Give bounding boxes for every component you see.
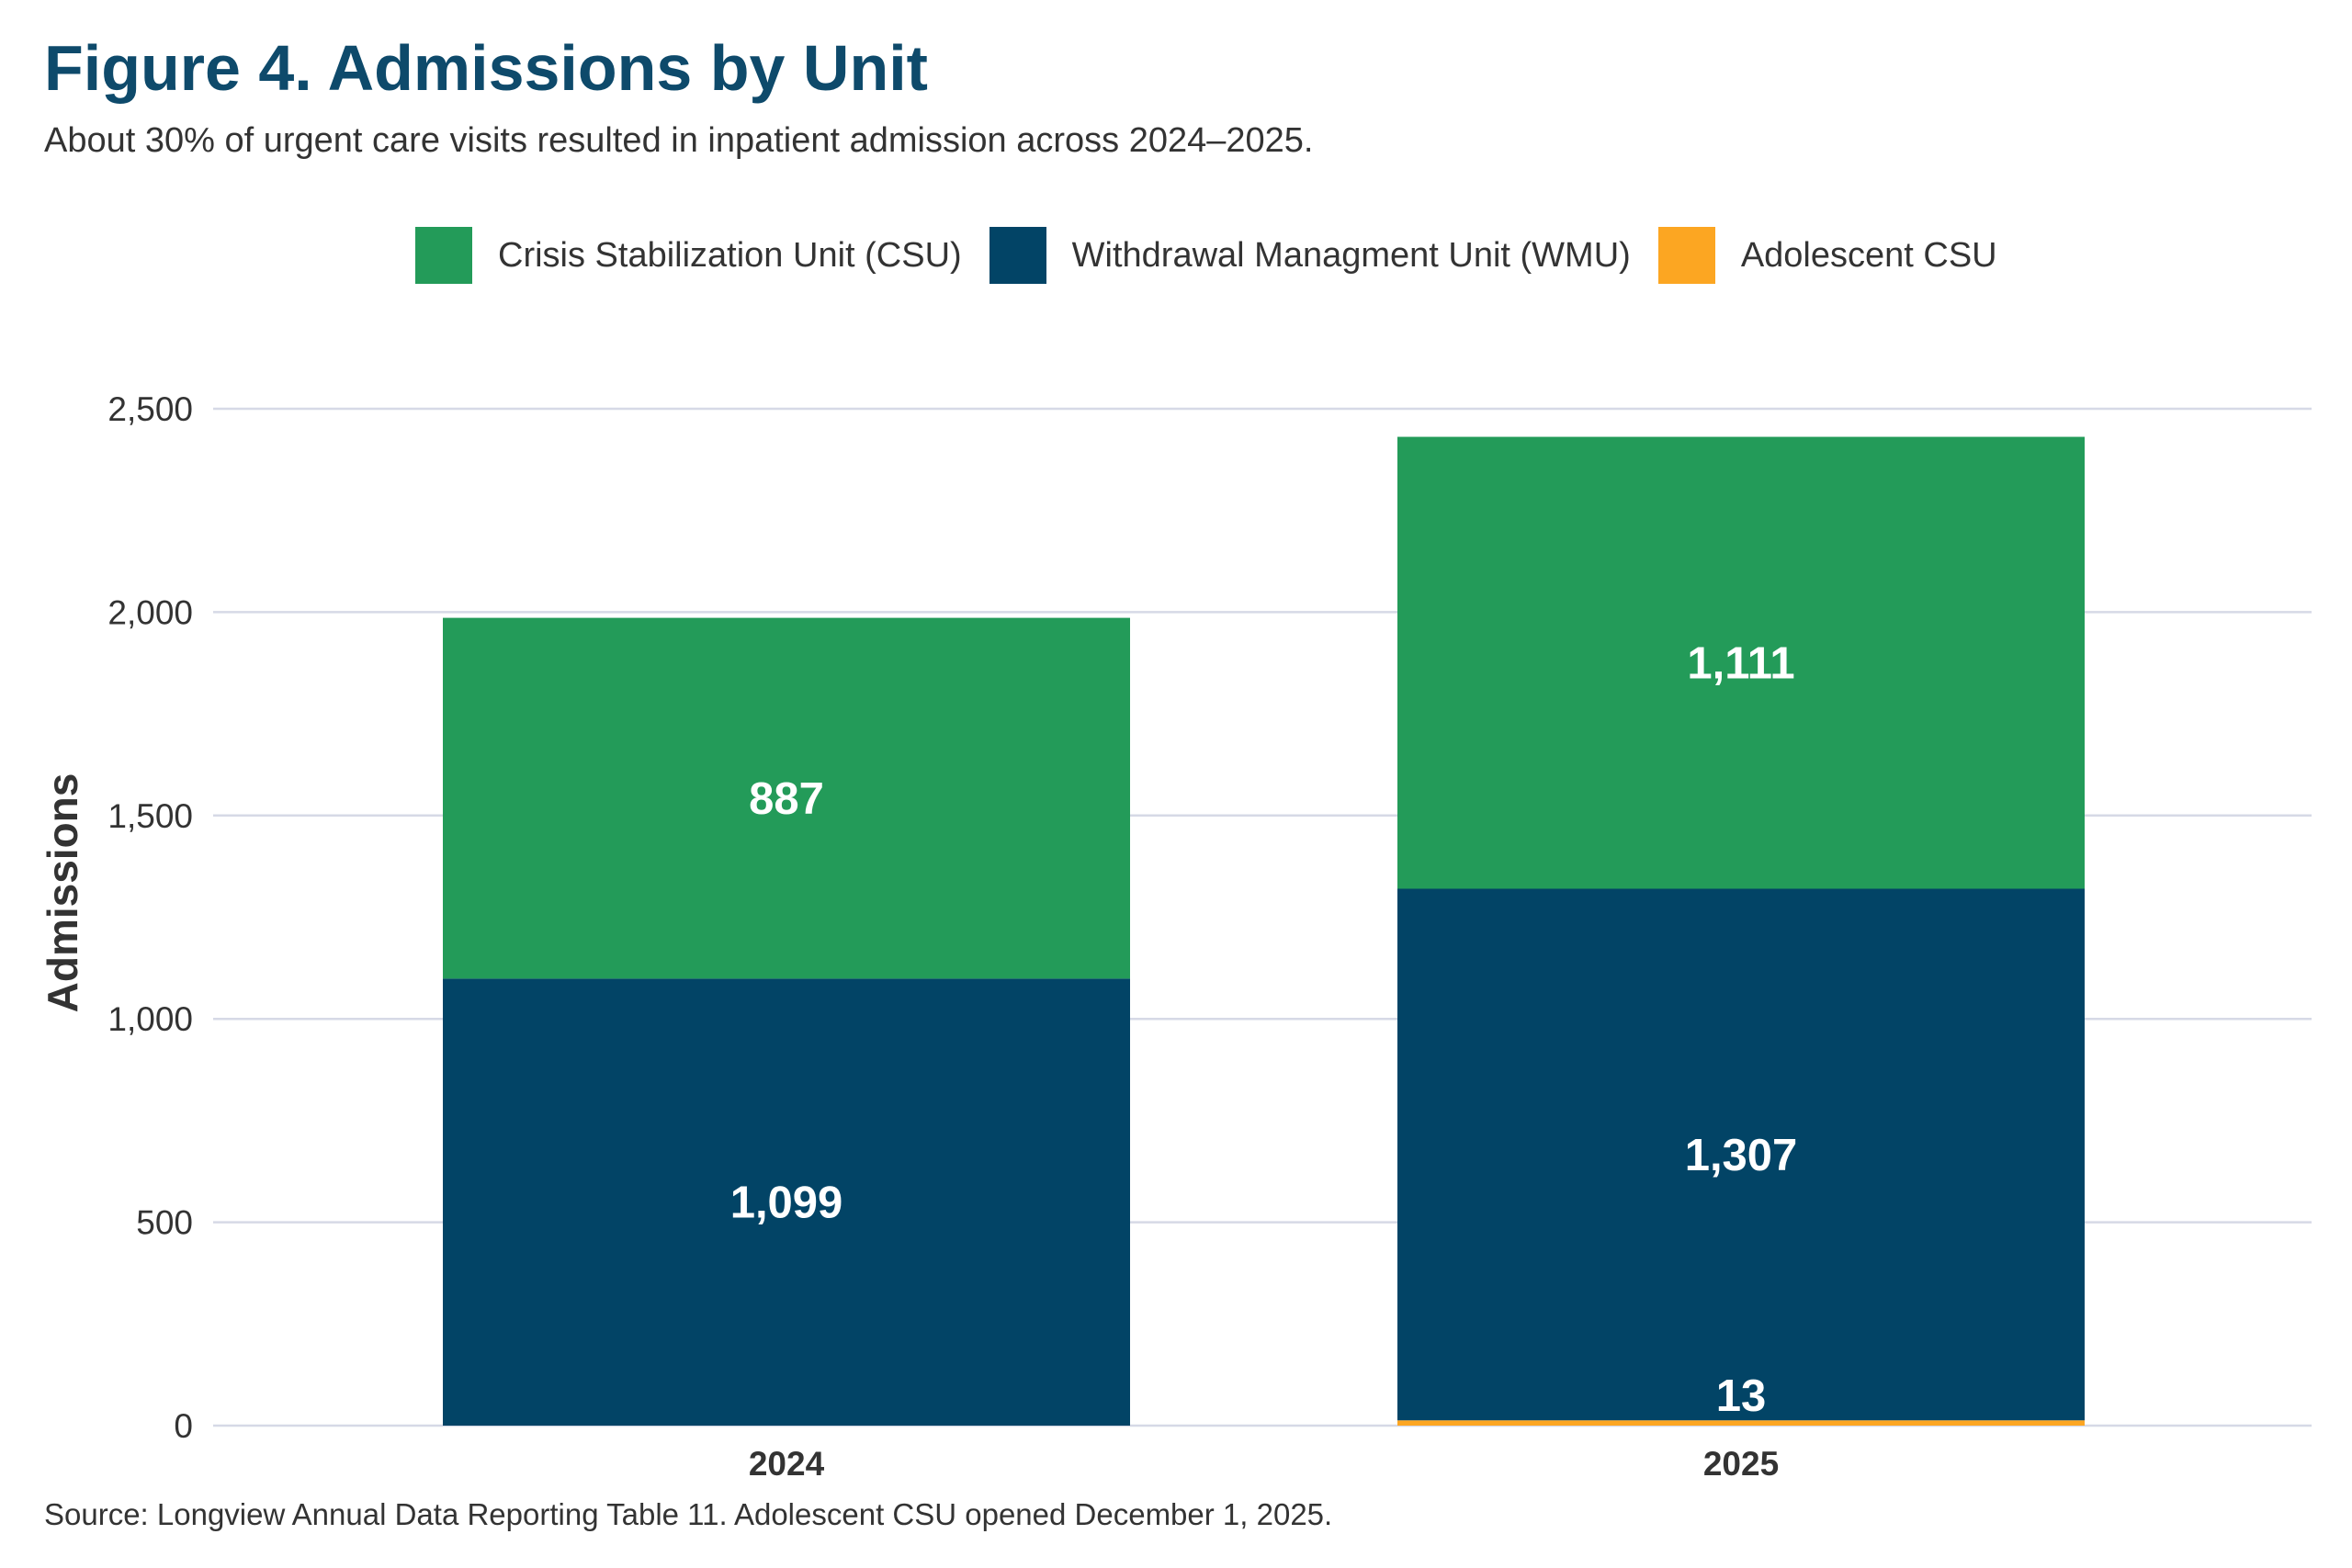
y-tick-label: 0: [174, 1407, 193, 1445]
bar-value-label: 1,111: [1687, 639, 1794, 689]
chart-legend: Crisis Stabilization Unit (CSU) Withdraw…: [415, 226, 2025, 285]
bar-2024-csu: [443, 617, 1130, 979]
legend-item-csu: Crisis Stabilization Unit (CSU): [415, 227, 962, 284]
bar-value-label: 1,307: [1685, 1131, 1798, 1180]
bar-value-label: 887: [749, 774, 824, 824]
source-note: Source: Longview Annual Data Reporting T…: [44, 1497, 1333, 1531]
y-tick-label: 2,000: [107, 593, 193, 631]
legend-label-adolescent-csu: Adolescent CSU: [1740, 235, 1997, 275]
stacked-bar-chart: 0 500 1,000 1,500 2,000 2,500 1,099 887 13 1,307…: [39, 390, 2312, 1483]
bar-2025-adolescent-csu: [1397, 1420, 2085, 1426]
y-axis-title: Admissions: [39, 773, 86, 1013]
chart-subtitle: About 30% of urgent care visits resulted…: [44, 121, 1314, 160]
x-tick-label: 2025: [1703, 1445, 1779, 1483]
chart-title: Figure 4. Admissions by Unit: [44, 32, 928, 104]
x-tick-label: 2024: [749, 1445, 825, 1483]
legend-swatch-wmu: [989, 227, 1046, 284]
bar-value-labels: 1,099 887 13 1,307 1,111: [730, 639, 1798, 1422]
bar-2024-wmu: [443, 978, 1130, 1426]
legend-swatch-adolescent-csu: [1657, 227, 1715, 284]
legend-item-wmu: Withdrawal Managment Unit (WMU): [989, 227, 1631, 284]
bars: [443, 436, 2085, 1426]
y-tick-label: 1,000: [107, 1000, 193, 1038]
y-tick-label: 1,500: [107, 797, 193, 835]
bar-2025-wmu: [1397, 888, 2085, 1421]
legend-swatch-csu: [415, 227, 472, 284]
bar-value-label: 13: [1716, 1371, 1767, 1421]
x-axis-ticks: 2024 2025: [749, 1445, 1779, 1483]
bar-2025-csu: [1397, 436, 2085, 889]
legend-label-wmu: Withdrawal Managment Unit (WMU): [1071, 235, 1631, 275]
y-axis-ticks: 0 500 1,000 1,500 2,000 2,500: [107, 390, 193, 1445]
legend-label-csu: Crisis Stabilization Unit (CSU): [498, 235, 962, 275]
y-tick-label: 500: [136, 1204, 193, 1242]
legend-item-adolescent-csu: Adolescent CSU: [1657, 227, 1997, 284]
bar-value-label: 1,099: [730, 1179, 843, 1228]
y-tick-label: 2,500: [107, 390, 193, 428]
